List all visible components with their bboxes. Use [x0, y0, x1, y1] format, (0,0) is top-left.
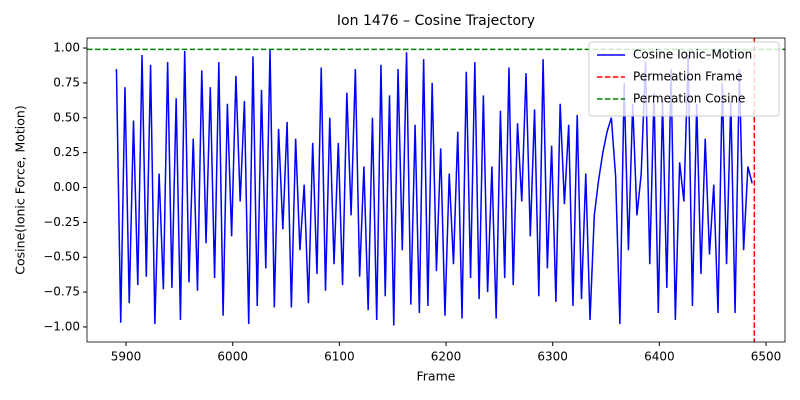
legend-label: Cosine Ionic–Motion	[633, 48, 752, 62]
y-tick-label: 0.00	[53, 180, 80, 194]
x-tick-label: 6000	[217, 350, 248, 364]
legend-label: Permeation Frame	[633, 70, 743, 84]
legend-label: Permeation Cosine	[633, 92, 745, 106]
x-tick-label: 5900	[111, 350, 142, 364]
y-tick-label: −0.25	[43, 215, 80, 229]
legend-box	[588, 41, 780, 117]
y-tick-label: −0.75	[43, 285, 80, 299]
y-axis-label: Cosine(Ionic Force, Motion)	[13, 105, 28, 274]
x-tick-label: 6300	[537, 350, 568, 364]
x-axis-label: Frame	[417, 369, 456, 384]
y-tick-label: 0.50	[53, 110, 80, 124]
y-tick-label: −1.00	[43, 319, 80, 333]
y-tick-label: 0.75	[53, 75, 80, 89]
y-tick-label: −0.50	[43, 250, 80, 264]
x-tick-label: 6400	[644, 350, 675, 364]
y-tick-label: 1.00	[53, 41, 80, 55]
x-tick-label: 6100	[324, 350, 355, 364]
y-tick-label: 0.25	[53, 145, 80, 159]
chart-title: Ion 1476 – Cosine Trajectory	[337, 13, 535, 29]
x-tick-label: 6500	[751, 350, 782, 364]
x-tick-label: 6200	[431, 350, 462, 364]
plot-frame	[86, 37, 786, 343]
